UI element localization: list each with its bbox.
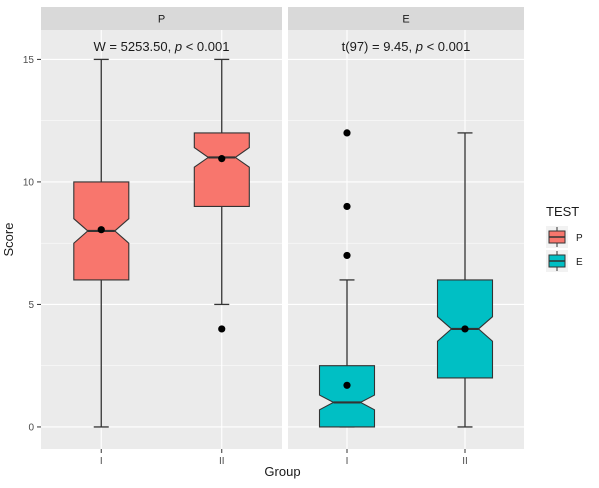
legend-item-e: E: [546, 250, 583, 272]
legend: TEST P E: [546, 204, 583, 272]
legend-item-p: P: [546, 226, 583, 248]
outlier-point: [343, 251, 351, 260]
facet-annotation: t(97) = 9.45, p < 0.001: [342, 39, 471, 54]
box-e-i: [318, 129, 376, 428]
x-axis-title: Group: [264, 464, 300, 479]
annotation-p: p: [174, 39, 182, 54]
annotation-prefix: t(97) = 9.45,: [342, 39, 416, 54]
box-body: [318, 365, 376, 428]
facet-strip-label: P: [158, 14, 165, 26]
box-p-ii: [193, 58, 250, 333]
x-tick-label: I: [100, 456, 103, 467]
annotation-prefix: W = 5253.50,: [94, 39, 175, 54]
legend-title: TEST: [546, 204, 579, 219]
panel-background: [41, 30, 282, 449]
y-tick-label: 10: [23, 177, 35, 188]
outlier-point: [218, 325, 226, 333]
y-axis-title: Score: [1, 223, 16, 257]
mean-point: [218, 155, 226, 163]
x-tick-label: II: [462, 456, 468, 467]
facet-strip: [41, 7, 282, 30]
y-axis: 0 5 10 15: [23, 55, 41, 433]
y-tick-label: 0: [28, 422, 34, 433]
annotation-p: p: [415, 39, 423, 54]
box-body: [193, 132, 250, 207]
legend-label: P: [576, 233, 583, 244]
legend-label: E: [576, 257, 583, 268]
mean-point: [97, 226, 105, 234]
x-tick-label: II: [219, 456, 225, 467]
box-p-i: [73, 58, 130, 428]
annotation-suffix: < 0.001: [423, 39, 470, 54]
outlier-point: [343, 202, 351, 211]
outlier-point: [343, 129, 351, 137]
mean-point: [343, 381, 351, 389]
y-tick-label: 5: [28, 300, 34, 311]
box-e-ii: [436, 132, 494, 428]
annotation-suffix: < 0.001: [182, 39, 229, 54]
x-tick-label: I: [346, 456, 349, 467]
mean-point: [461, 325, 469, 333]
y-tick-label: 15: [23, 55, 35, 66]
facet-strip: [288, 7, 524, 30]
facet-annotation: W = 5253.50, p < 0.001: [94, 39, 230, 54]
facet-strip-label: E: [402, 14, 409, 26]
